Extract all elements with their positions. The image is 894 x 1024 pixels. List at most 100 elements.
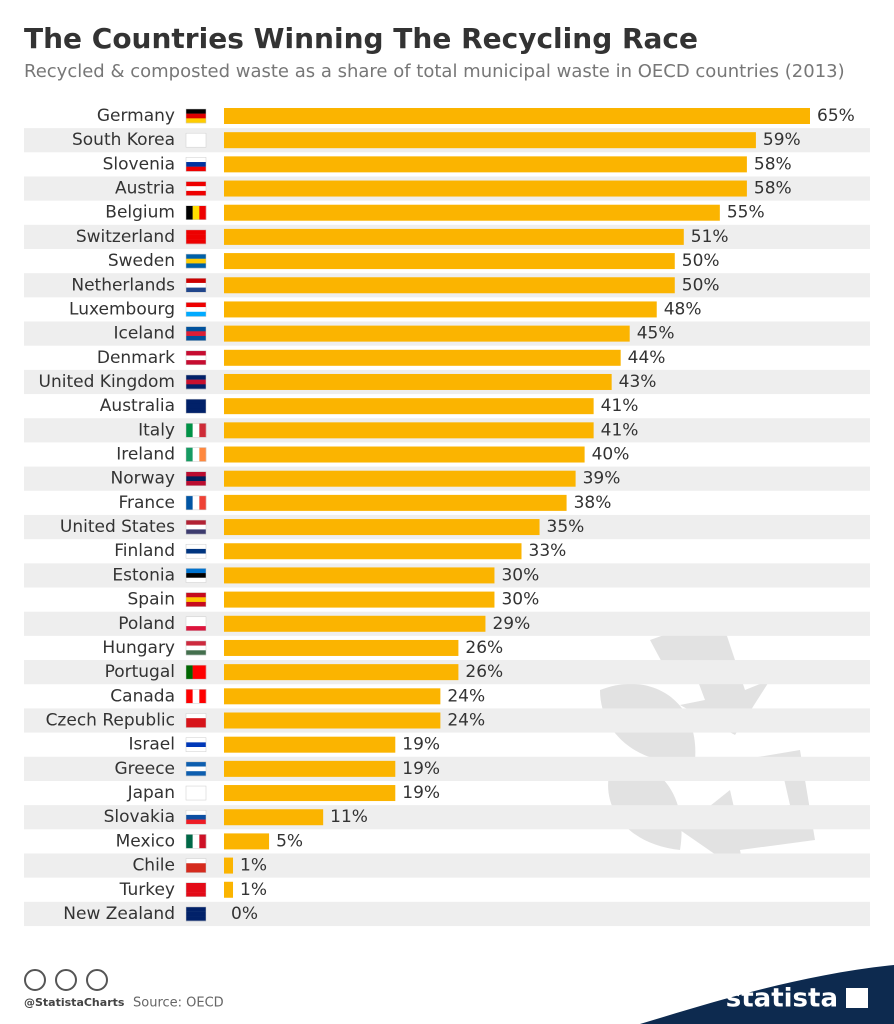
category-label: United Kingdom	[39, 372, 175, 392]
flag	[186, 379, 206, 385]
flag	[192, 689, 200, 704]
value-label: 41%	[601, 396, 639, 416]
flag	[186, 771, 206, 777]
flag	[186, 234, 206, 240]
flag	[186, 384, 206, 390]
flag	[186, 186, 206, 192]
value-label: 59%	[763, 130, 801, 150]
flag-border	[185, 157, 207, 172]
flag	[186, 790, 206, 796]
bar	[224, 253, 675, 270]
flag-border	[185, 640, 207, 656]
value-label: 5%	[276, 831, 303, 851]
flag	[186, 137, 206, 143]
flag	[186, 640, 206, 646]
flag	[186, 229, 206, 235]
flag	[186, 810, 206, 816]
flag	[186, 157, 206, 163]
flag-border	[185, 132, 207, 148]
flag-border	[185, 447, 207, 462]
flag-border	[185, 495, 207, 511]
flag	[186, 766, 206, 772]
flag	[186, 906, 206, 912]
bar	[224, 785, 396, 802]
value-label: 41%	[601, 420, 639, 440]
flag	[186, 645, 206, 651]
chart-title: The Countries Winning The Recycling Race	[24, 22, 698, 55]
value-label: 33%	[529, 541, 567, 561]
bar	[224, 277, 675, 294]
flag	[186, 331, 206, 337]
value-label: 50%	[682, 251, 720, 271]
value-label: 26%	[465, 662, 503, 682]
bar	[224, 132, 756, 149]
flag	[186, 142, 206, 148]
flag-border	[185, 834, 207, 849]
value-label: 24%	[447, 711, 485, 731]
flag	[192, 834, 200, 849]
flag	[186, 311, 206, 317]
flag	[186, 287, 206, 293]
source: Source: OECD	[133, 996, 224, 1011]
flag	[186, 113, 206, 119]
bar	[224, 688, 441, 705]
category-label: Netherlands	[71, 275, 175, 295]
value-label: 1%	[240, 880, 267, 900]
bar	[224, 156, 747, 173]
flag	[186, 761, 206, 767]
flag-border	[185, 543, 207, 559]
bar	[224, 398, 594, 415]
flag	[186, 621, 206, 627]
flag	[186, 181, 206, 187]
flag	[192, 495, 200, 510]
flag	[186, 592, 206, 598]
category-label: Austria	[115, 179, 175, 199]
value-label: 55%	[727, 203, 765, 223]
handle: @StatistaCharts	[24, 996, 125, 1009]
flag	[186, 476, 206, 482]
recycle-icon	[600, 615, 815, 875]
value-label: 11%	[330, 807, 368, 827]
flag-border	[185, 592, 207, 607]
flag	[186, 355, 206, 361]
value-label: 35%	[547, 517, 585, 537]
value-label: 50%	[682, 275, 720, 295]
flag	[186, 814, 206, 820]
bar	[224, 180, 747, 197]
flag-border	[185, 253, 207, 269]
brand-swoosh	[640, 965, 894, 1024]
bar	[224, 301, 657, 318]
bar	[224, 373, 612, 390]
flag-border	[185, 809, 207, 825]
flag	[186, 263, 206, 269]
value-label: 39%	[583, 469, 621, 489]
flag	[186, 544, 206, 550]
flag	[186, 722, 206, 728]
value-label: 19%	[402, 759, 440, 779]
row-stripe	[24, 756, 870, 781]
bar	[224, 470, 576, 487]
flag	[186, 916, 206, 922]
flag	[186, 495, 193, 510]
value-label: 29%	[492, 614, 530, 634]
flag-border	[185, 398, 207, 414]
bar	[224, 664, 459, 681]
flag	[192, 205, 200, 220]
flag	[186, 911, 206, 917]
category-label: France	[118, 493, 175, 513]
flag-border	[185, 302, 207, 317]
value-label: 26%	[465, 638, 503, 658]
category-label: Israel	[129, 735, 175, 755]
category-label: United States	[60, 517, 175, 537]
value-label: 40%	[592, 445, 630, 465]
category-label: Australia	[100, 396, 175, 416]
flag	[199, 495, 207, 510]
flag	[186, 423, 193, 438]
value-label: 30%	[501, 590, 539, 610]
category-label: Sweden	[108, 251, 175, 271]
category-label: Germany	[97, 106, 175, 126]
row-stripe	[24, 901, 870, 927]
value-label: 38%	[574, 493, 612, 513]
flag	[186, 553, 206, 559]
bar	[224, 736, 396, 753]
